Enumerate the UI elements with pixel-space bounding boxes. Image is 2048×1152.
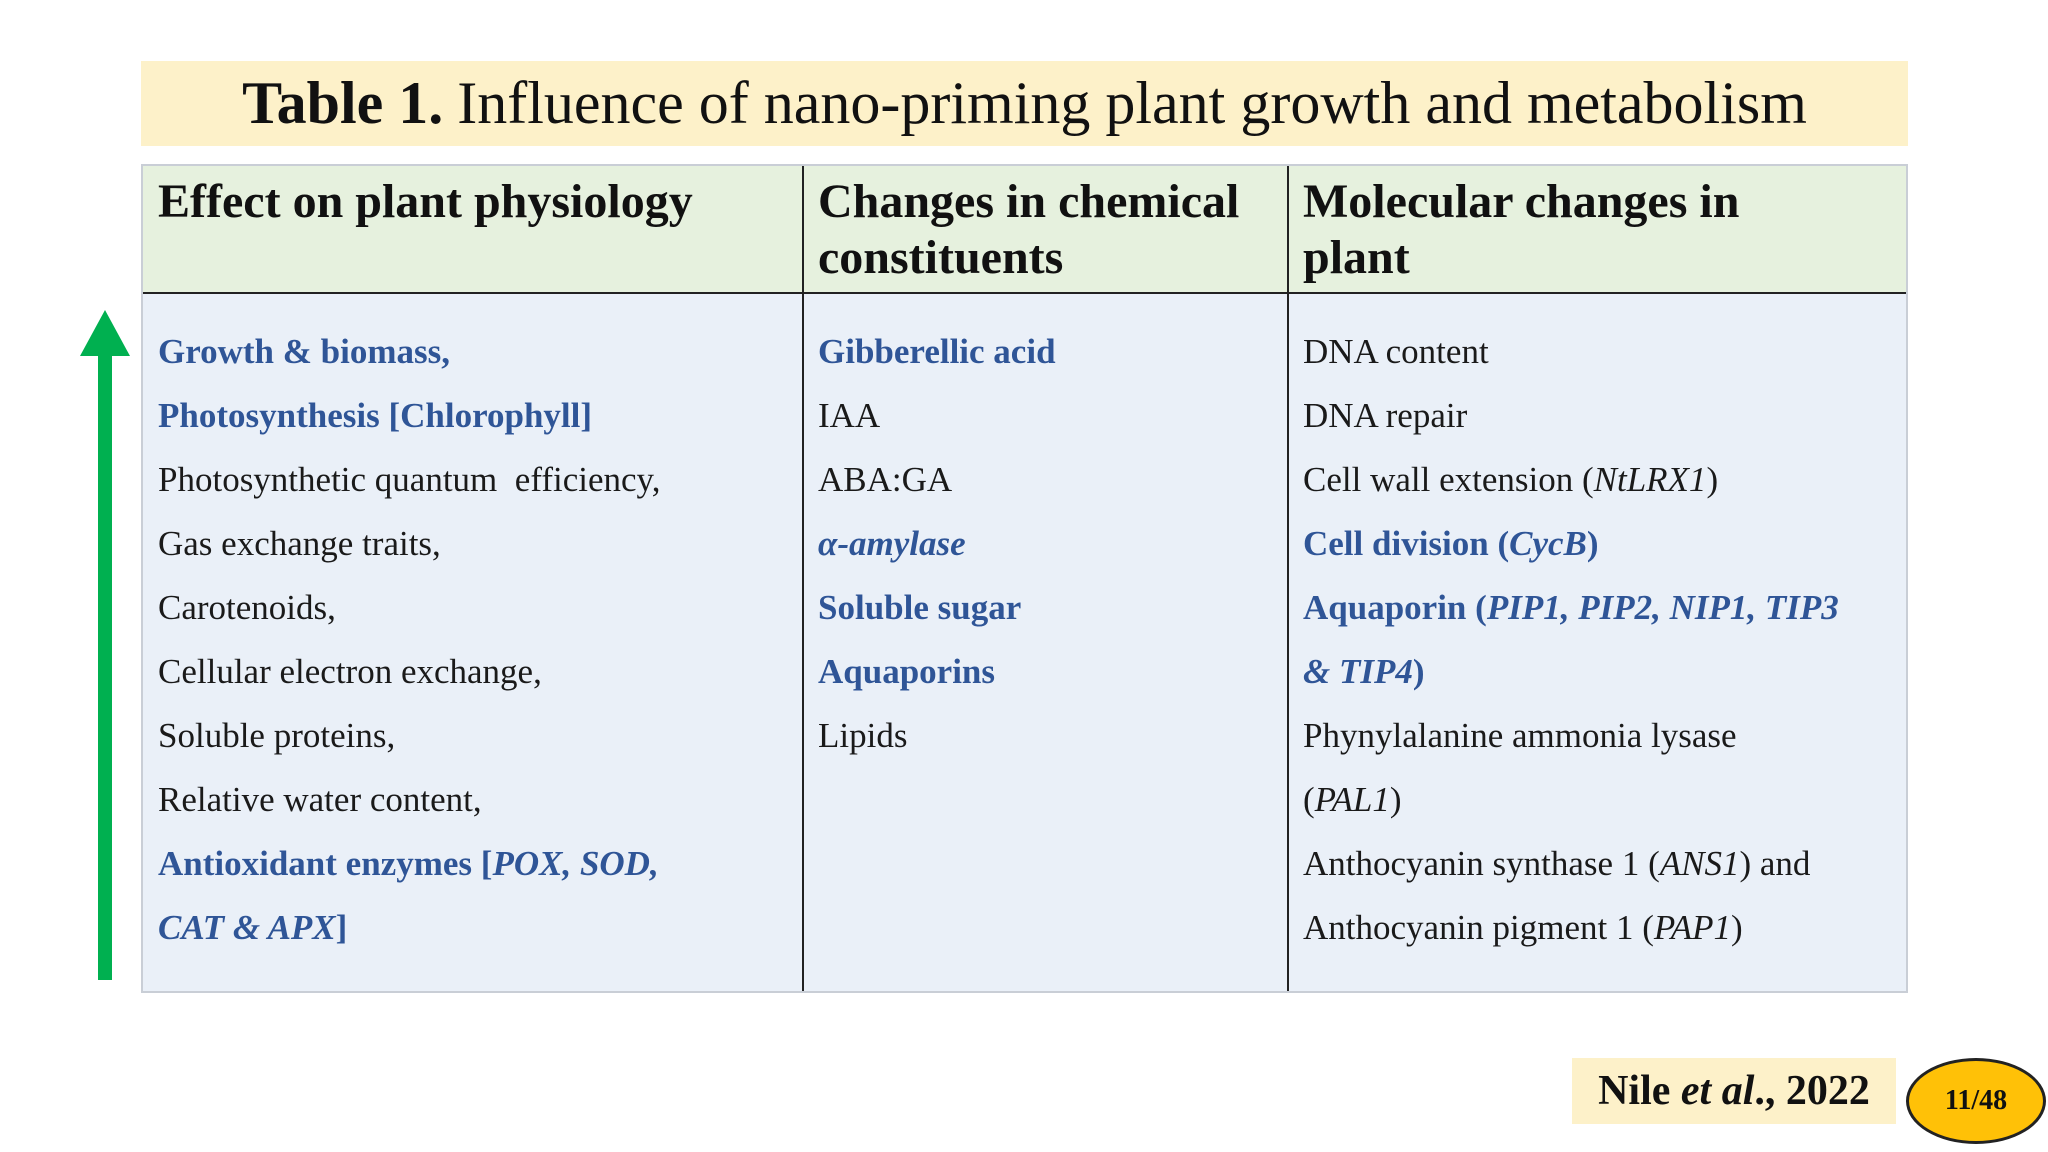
list-item: Gibberellic acid	[818, 332, 1056, 371]
header-chemical: Changes in chemical constituents	[818, 175, 1240, 284]
list-item: & TIP4)	[1303, 652, 1425, 691]
list-item: DNA repair	[1303, 396, 1468, 435]
title-table-label: Table 1.	[242, 70, 444, 136]
page-number-badge: 11/48	[1906, 1058, 2046, 1144]
header-molecular: Molecular changes in plant	[1303, 175, 1740, 284]
list-item: IAA	[818, 396, 881, 435]
list-item: Soluble proteins,	[158, 716, 396, 755]
column-divider	[802, 166, 804, 991]
slide-title: Table 1. Influence of nano-priming plant…	[141, 61, 1908, 146]
list-item: ABA:GA	[818, 460, 953, 499]
column-physiology: Growth & biomass, Photosynthesis [Chloro…	[158, 320, 661, 960]
list-item: Cell wall extension (NtLRX1)	[1303, 460, 1719, 499]
list-item: Phynylalanine ammonia lysase	[1303, 716, 1737, 755]
list-item: Antioxidant enzymes [POX, SOD,	[158, 844, 659, 883]
list-item: Growth & biomass,	[158, 332, 451, 371]
list-item: Relative water content,	[158, 780, 482, 819]
column-molecular: DNA content DNA repair Cell wall extensi…	[1303, 320, 1839, 960]
data-table: Effect on plant physiology Changes in ch…	[141, 164, 1908, 993]
list-item: Anthocyanin pigment 1 (PAP1)	[1303, 908, 1743, 947]
list-item: Aquaporin (PIP1, PIP2, NIP1, TIP3	[1303, 588, 1839, 627]
up-arrow-icon	[80, 310, 130, 980]
list-item: Photosynthesis [Chlorophyll]	[158, 396, 593, 435]
list-item: Gas exchange traits,	[158, 524, 441, 563]
list-item: Aquaporins	[818, 652, 996, 691]
title-text: Influence of nano-priming plant growth a…	[457, 70, 1807, 136]
list-item: Cellular electron exchange,	[158, 652, 542, 691]
citation: Nile et al., 2022	[1572, 1058, 1896, 1124]
list-item: Cell division (CycB)	[1303, 524, 1599, 563]
column-divider	[1287, 166, 1289, 991]
list-item: Carotenoids,	[158, 588, 336, 627]
list-item: Anthocyanin synthase 1 (ANS1) and	[1303, 844, 1811, 883]
list-item: DNA content	[1303, 332, 1489, 371]
list-item: Lipids	[818, 716, 908, 755]
list-item: CAT & APX]	[158, 908, 348, 947]
list-item: Photosynthetic quantum efficiency,	[158, 460, 661, 499]
list-item: Soluble sugar	[818, 588, 1022, 627]
table-header-row: Effect on plant physiology Changes in ch…	[143, 166, 1906, 294]
header-physiology: Effect on plant physiology	[158, 175, 693, 228]
list-item: (PAL1)	[1303, 780, 1402, 819]
list-item: α-amylase	[818, 524, 966, 563]
column-chemical: Gibberellic acid IAA ABA:GA α-amylase So…	[818, 320, 1056, 768]
